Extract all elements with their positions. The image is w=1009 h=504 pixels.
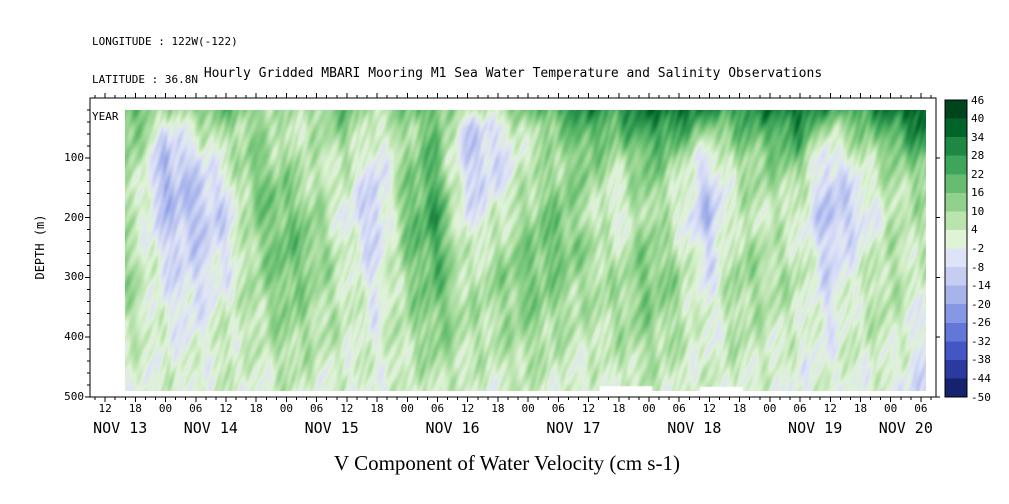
x-tick-label: 06 xyxy=(430,402,445,415)
y-axis-label: DEPTH (m) xyxy=(33,214,47,280)
x-tick-label: 18 xyxy=(853,402,868,415)
colorbar-tick-label: -2 xyxy=(971,242,985,255)
chart-title: Hourly Gridded MBARI Mooring M1 Sea Wate… xyxy=(203,66,823,81)
x-tick-label: 18 xyxy=(491,402,505,415)
x-tick-label: 06 xyxy=(189,402,203,415)
colorbar-tick-label: -38 xyxy=(971,353,991,367)
x-tick-label: 12 xyxy=(581,402,596,415)
x-day-label: NOV 13 xyxy=(93,419,148,437)
x-tick-label: 06 xyxy=(672,402,686,415)
x-tick-label: 12 xyxy=(702,402,717,415)
colorbar-tick-label: 16 xyxy=(971,186,985,200)
y-tick-label: 200 xyxy=(64,210,84,224)
colorbar-tick-label: 40 xyxy=(971,112,985,126)
x-tick-label: 18 xyxy=(612,402,626,415)
y-tick-label: 300 xyxy=(64,270,84,284)
x-tick-label: 18 xyxy=(370,402,384,415)
x-day-label: NOV 20 xyxy=(878,419,933,437)
colorbar-tick-label: -20 xyxy=(971,297,991,311)
x-tick-label: 12 xyxy=(823,402,837,415)
colorbar-tick-label: 4 xyxy=(971,223,978,237)
colorbar-tick-label: -50 xyxy=(971,390,991,404)
colorbar-tick-label: -44 xyxy=(971,371,991,385)
x-tick-label: 18 xyxy=(128,402,142,415)
colorbar-tick-label: -14 xyxy=(971,279,991,293)
x-day-label: NOV 16 xyxy=(425,419,480,437)
x-tick-label: 00 xyxy=(763,402,777,415)
x-tick-label: 06 xyxy=(914,402,928,415)
x-tick-label: 12 xyxy=(219,402,233,415)
x-tick-label: 18 xyxy=(249,402,263,415)
x-day-label: NOV 14 xyxy=(183,419,238,437)
x-day-label: NOV 19 xyxy=(788,419,843,437)
colorbar-tick-label: -32 xyxy=(971,334,991,348)
heatmap-canvas xyxy=(125,110,926,391)
x-tick-label: 06 xyxy=(551,402,565,415)
y-tick-label: 400 xyxy=(64,330,84,344)
x-tick-label: 18 xyxy=(732,402,747,415)
x-day-label: NOV 15 xyxy=(304,419,359,437)
x-tick-label: 00 xyxy=(642,402,656,415)
colorbar-tick-label: -8 xyxy=(971,260,985,274)
y-tick-label: 100 xyxy=(64,150,84,164)
colorbar-tick-label: 10 xyxy=(971,204,985,218)
metadata-longitude: LONGITUDE : 122W(-122) xyxy=(92,35,238,48)
x-tick-label: 12 xyxy=(461,402,475,415)
x-axis-title: V Component of Water Velocity (cm s-1) xyxy=(334,451,680,475)
x-tick-label: 00 xyxy=(279,402,294,415)
y-tick-label: 500 xyxy=(64,390,84,403)
x-tick-label: 00 xyxy=(521,402,535,415)
x-tick-label: 00 xyxy=(158,402,173,415)
colorbar-tick-label: 28 xyxy=(971,149,985,163)
x-tick-label: 00 xyxy=(400,402,414,415)
colorbar-tick-label: 46 xyxy=(971,93,985,107)
colorbar-tick-label: 22 xyxy=(971,167,985,181)
x-tick-label: 12 xyxy=(98,402,112,415)
x-tick-label: 06 xyxy=(793,402,807,415)
x-tick-label: 06 xyxy=(309,402,324,415)
metadata-latitude: LATITUDE : 36.8N xyxy=(92,72,198,86)
x-tick-label: 00 xyxy=(884,402,898,415)
x-day-label: NOV 18 xyxy=(667,419,722,437)
colorbar-tick-label: 34 xyxy=(971,130,985,144)
colorbar-tick-label: -26 xyxy=(971,316,991,330)
x-day-label: NOV 17 xyxy=(546,419,601,437)
x-tick-label: 12 xyxy=(340,402,354,415)
